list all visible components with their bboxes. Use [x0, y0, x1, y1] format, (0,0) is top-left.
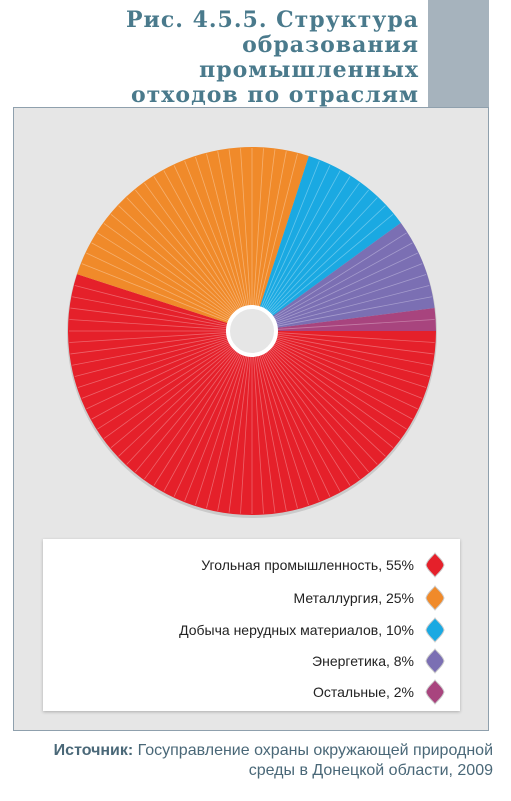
- legend-item-5: Остальные, 2%: [313, 678, 446, 706]
- pie-slice-5: [273, 307, 436, 331]
- legend-marker-icon-3: [425, 617, 445, 643]
- legend-label-5: Остальные, 2%: [313, 684, 414, 700]
- pie-slice-2: [77, 147, 309, 325]
- legend-marker-icon-2: [425, 585, 445, 611]
- legend-label-3: Добыча нерудных материалов, 10%: [179, 622, 414, 638]
- legend-item-2: Металлургия, 25%: [294, 584, 446, 612]
- legend-marker-icon-1: [425, 552, 445, 578]
- legend-marker-icon-4: [425, 648, 445, 674]
- pie-slice-stripes-1: [69, 285, 435, 514]
- pie-chart: [67, 147, 437, 518]
- source-note: Источник: Госуправление охраны окружающе…: [16, 741, 493, 781]
- legend-item-4: Энергетика, 8%: [312, 647, 446, 675]
- title-accent-bar: [428, 0, 489, 118]
- header: Рис. 4.5.5. Структура образования промыш…: [0, 0, 511, 133]
- chart-legend: Угольная промышленность, 55% Металлургия,…: [43, 539, 460, 711]
- source-text: Госуправление охраны окружающей природно…: [133, 742, 493, 779]
- source-label: Источник:: [53, 742, 134, 759]
- pie-center-hole: [226, 305, 278, 357]
- legend-label-2: Металлургия, 25%: [293, 590, 414, 606]
- pie-slice-stripes-2: [81, 148, 298, 323]
- pie-slice-stripes-5: [274, 319, 435, 330]
- legend-item-3: Добыча нерудных материалов, 10%: [179, 616, 446, 644]
- pie-slice-stripes-3: [260, 160, 394, 317]
- legend-label-4: Энергетика, 8%: [312, 653, 414, 669]
- legend-item-1: Угольная промышленность, 55%: [201, 551, 446, 579]
- pie-slice-stripes-4: [271, 232, 432, 328]
- legend-marker-icon-5: [425, 679, 445, 705]
- legend-label-1: Угольная промышленность, 55%: [201, 557, 414, 573]
